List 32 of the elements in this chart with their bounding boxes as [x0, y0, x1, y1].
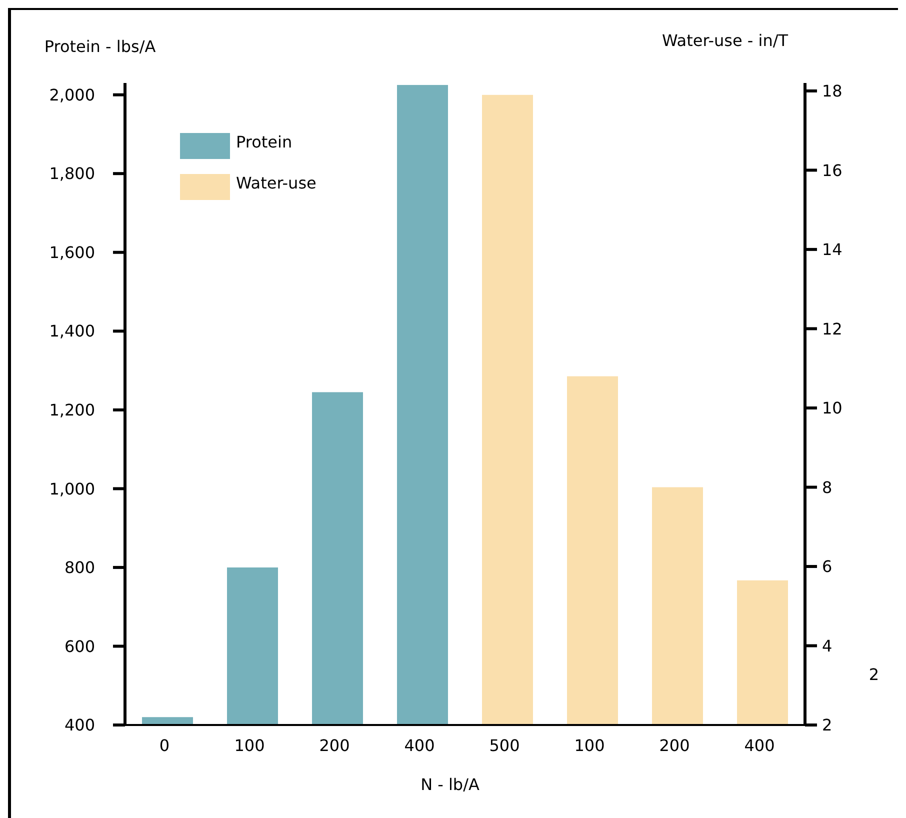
x-tick-label: 200: [319, 736, 350, 755]
legend-label: Water-use: [236, 174, 316, 193]
x-tick-label: 100: [234, 736, 265, 755]
y-tick-label: 1,800: [49, 164, 95, 184]
x-tick-label: 500: [489, 736, 520, 755]
x-tick-label: 0: [159, 736, 170, 755]
y-tick-label: 800: [64, 558, 95, 578]
x-tick-label: 200: [659, 736, 690, 755]
text: 2: [868, 665, 880, 684]
y-axis-title: Protein - lbs/A: [44, 37, 156, 56]
y2-tick-label: 10: [822, 398, 842, 418]
x-tick-label: 400: [744, 736, 775, 755]
y-tick-label: 1,600: [49, 242, 95, 262]
y-tick-label: 400: [64, 716, 95, 735]
y2-axis-title: Water-use - in/T: [662, 31, 788, 50]
y-tick-label: 1,200: [49, 400, 95, 420]
x-axis-title: N - lb/A: [420, 775, 480, 794]
y2-tick-label: 16: [822, 160, 842, 180]
y2-tick-label: 8: [822, 478, 832, 497]
y-tick-label: 600: [64, 636, 95, 656]
legend-label: Protein: [236, 132, 292, 152]
x-tick-label: 100: [574, 736, 605, 755]
y2-tick-label: 4: [822, 636, 832, 656]
y2-tick-label: 18: [822, 82, 842, 101]
y-tick-label: 1,400: [49, 322, 95, 341]
y2-tick-label: 14: [822, 240, 842, 260]
y-tick-label: 1,000: [49, 479, 95, 498]
y-tick-label: 2,000: [49, 85, 95, 104]
x-tick-label: 400: [404, 736, 435, 755]
y2-tick-label: 6: [822, 557, 832, 576]
y2-tick-label: 2: [822, 716, 832, 735]
y2-tick-label: 12: [822, 319, 842, 338]
